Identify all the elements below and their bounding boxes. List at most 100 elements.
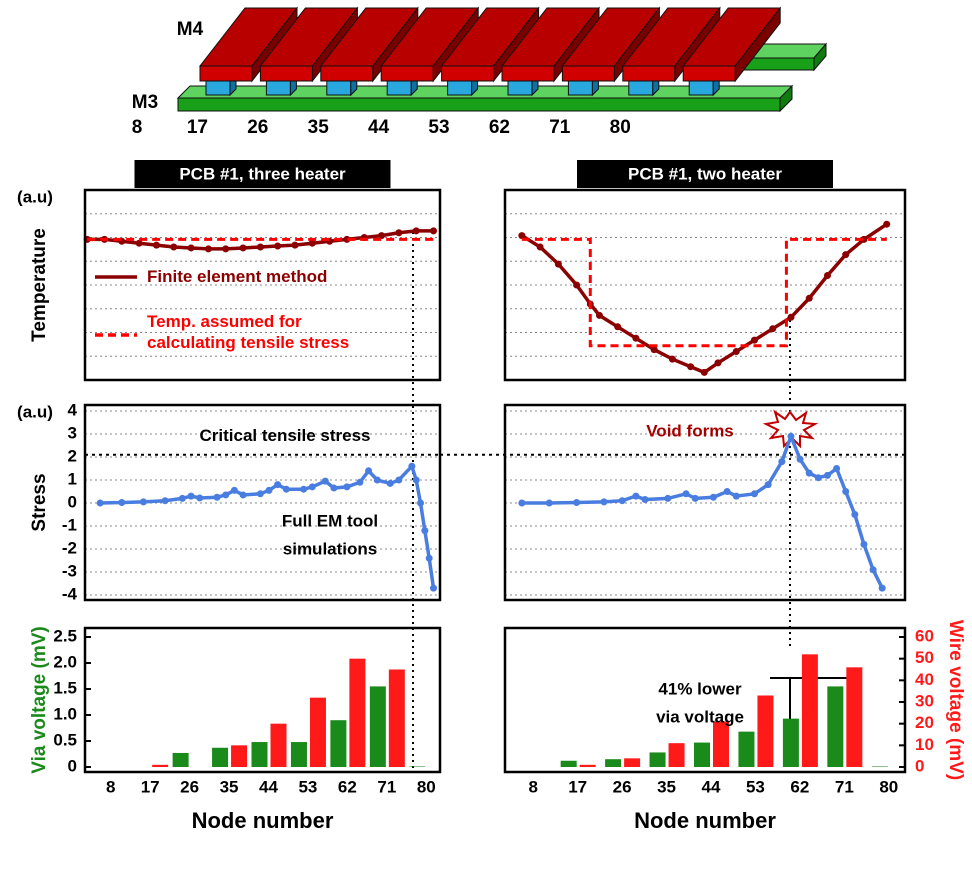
bar [827,686,843,767]
point [240,491,247,498]
y2-tick-label: 0 [915,756,924,775]
m4-bar-front [562,66,614,81]
m4-bar-front [260,66,312,81]
series-line [522,224,887,372]
bar [291,742,307,767]
annotation: Void forms [646,421,734,440]
node-label: 71 [549,117,571,138]
point [664,495,671,502]
point [426,555,433,562]
layer-label: M3 [132,92,158,113]
point [395,477,402,484]
point [546,500,553,507]
point [395,229,402,236]
series-line [522,436,882,588]
via [689,80,713,95]
node-label: 44 [368,117,390,138]
point [842,488,849,495]
point [815,474,822,481]
bar [757,696,773,768]
point [387,480,394,487]
point [787,433,794,440]
point [214,494,221,501]
point [118,499,125,506]
y-tick-label: 0.5 [53,730,77,749]
x-tick-label: 44 [702,777,721,796]
reference-label: Critical tensile stress [199,426,370,445]
bar [650,752,666,767]
chart-title: PCB #1, two heater [628,164,782,183]
y-tick-label: 2.5 [53,626,77,645]
point [778,458,785,465]
bar [370,686,386,767]
point [733,348,740,355]
point [710,494,717,501]
point [205,245,212,252]
point [769,325,776,332]
point [596,312,603,319]
via [266,80,290,95]
point [274,243,281,250]
y-tick-label: 4 [68,400,78,419]
x-tick-label: 17 [141,777,160,796]
point [188,244,195,251]
point [724,488,731,495]
bar [173,753,189,767]
point [343,483,350,490]
annotation: simulations [283,539,377,558]
point [322,478,329,485]
annotation: 41% lower [658,679,742,698]
y2-axis-title: Wire voltage (mV) [945,620,966,780]
via-stack [200,8,780,95]
point [222,491,229,498]
x-tick-label: 26 [180,777,199,796]
point [806,470,813,477]
bar [580,765,596,767]
bar [694,743,710,767]
node-label: 62 [489,117,510,138]
point [170,244,177,251]
y2-tick-label: 10 [915,735,934,754]
bar [605,759,621,767]
x-tick-label: 35 [220,777,239,796]
m4-bar-front [502,66,554,81]
point [692,495,699,502]
m4-bar-front [381,66,433,81]
node-label: 8 [132,117,143,138]
point [413,227,420,234]
point [632,335,639,342]
y-axis-title: Via voltage (mV) [29,626,50,773]
point [842,251,849,258]
x-tick-label: 8 [106,777,115,796]
point [683,490,690,497]
bar [783,719,799,767]
y-tick-label: 1.0 [53,704,77,723]
point [851,511,858,518]
bar [330,720,346,767]
bar [738,732,754,767]
point [421,527,428,534]
x-tick-label: 35 [657,777,676,796]
point [222,245,229,252]
point [883,221,890,228]
y-unit: (a.u) [17,402,53,421]
bar [846,667,862,767]
node-label: 53 [428,117,449,138]
x-tick-label: 80 [417,777,436,796]
y-unit: (a.u) [17,187,53,206]
point [162,497,169,504]
point [787,314,794,321]
x-axis-title: Node number [634,808,776,833]
node-label: 26 [247,117,268,138]
point [701,369,708,376]
point [537,244,544,251]
annotation: via voltage [656,707,744,726]
point [283,486,290,493]
node-label: 80 [610,117,631,138]
point [430,585,437,592]
point [518,500,525,507]
y-tick-label: 0 [68,492,77,511]
point [714,359,721,366]
via [206,80,230,95]
x-tick-label: 53 [746,777,765,796]
